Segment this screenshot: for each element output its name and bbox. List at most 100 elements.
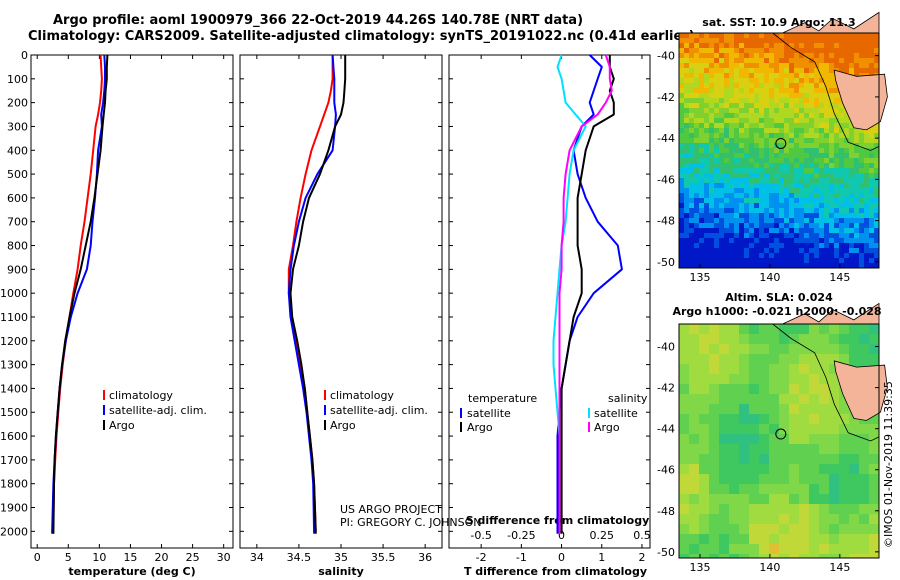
map-cell xyxy=(749,258,754,263)
map-cell xyxy=(684,38,689,43)
map-cell xyxy=(749,334,759,344)
map-cell xyxy=(854,263,859,268)
map-cell xyxy=(769,178,774,183)
map-cell xyxy=(759,514,769,524)
map-cell xyxy=(739,98,744,103)
map-cell xyxy=(759,444,769,454)
map-cell xyxy=(749,123,754,128)
map-cell xyxy=(714,178,719,183)
map-cell xyxy=(844,208,849,213)
map-cell xyxy=(779,163,784,168)
map-cell xyxy=(729,344,739,354)
map-cell xyxy=(834,203,839,208)
map-cell xyxy=(779,138,784,143)
map-cell xyxy=(844,68,849,73)
map-cell xyxy=(814,143,819,148)
map-cell xyxy=(814,213,819,218)
map-cell xyxy=(729,534,739,544)
map-cell xyxy=(679,48,684,53)
map-cell xyxy=(769,138,774,143)
map-cell xyxy=(709,444,719,454)
map-cell xyxy=(789,53,794,58)
map-cell xyxy=(764,208,769,213)
map-cell xyxy=(749,238,754,243)
map-cell xyxy=(759,524,769,534)
map-cell xyxy=(744,103,749,108)
map-cell xyxy=(719,504,729,514)
map-cell xyxy=(734,33,739,38)
map-cell xyxy=(829,238,834,243)
map-cell xyxy=(704,108,709,113)
map-cell xyxy=(699,404,709,414)
map-cell xyxy=(829,128,834,133)
map-cell xyxy=(709,108,714,113)
map-cell xyxy=(684,128,689,133)
map-cell xyxy=(764,58,769,63)
map-cell xyxy=(719,93,724,98)
map-cell xyxy=(724,178,729,183)
map-cell xyxy=(819,208,824,213)
map-cell xyxy=(689,163,694,168)
map-cell xyxy=(744,68,749,73)
map-cell xyxy=(799,228,804,233)
map-cell xyxy=(684,198,689,203)
map-cell xyxy=(704,263,709,268)
map-cell xyxy=(719,434,729,444)
map-cell xyxy=(774,263,779,268)
map-cell xyxy=(729,173,734,178)
map-cell xyxy=(739,93,744,98)
map-cell xyxy=(804,158,809,163)
map-cell xyxy=(799,484,809,494)
map-cell xyxy=(694,73,699,78)
map-cell xyxy=(864,133,869,138)
map-cell xyxy=(799,223,804,228)
map-cell xyxy=(744,208,749,213)
map-cell xyxy=(729,514,739,524)
map-cell xyxy=(819,98,824,103)
map-cell xyxy=(849,554,859,558)
map-cell xyxy=(864,163,869,168)
map-cell xyxy=(794,63,799,68)
map-cell xyxy=(744,233,749,238)
map-cell xyxy=(759,43,764,48)
map-cell xyxy=(779,344,789,354)
map-cell xyxy=(799,38,804,43)
map-cell xyxy=(829,198,834,203)
map-cell xyxy=(694,183,699,188)
map-cell xyxy=(774,253,779,258)
map-cell xyxy=(814,223,819,228)
map-cell xyxy=(869,173,874,178)
map-cell xyxy=(759,143,764,148)
map-cell xyxy=(839,494,849,504)
map-cell xyxy=(714,253,719,258)
map-cell xyxy=(724,258,729,263)
map-cell xyxy=(764,93,769,98)
map-cell xyxy=(784,53,789,58)
map-cell xyxy=(789,138,794,143)
map-cell xyxy=(754,148,759,153)
map-cell xyxy=(719,143,724,148)
temperature-panel: 0100200300400500600700800900100011001200… xyxy=(0,49,234,578)
map-cell xyxy=(784,208,789,213)
map-cell xyxy=(834,168,839,173)
map-cell xyxy=(759,484,769,494)
map-cell xyxy=(859,238,864,243)
map-cell xyxy=(694,198,699,203)
map-cell xyxy=(789,183,794,188)
map-cell xyxy=(799,344,809,354)
map-cell xyxy=(784,108,789,113)
map-cell xyxy=(814,43,819,48)
map-cell xyxy=(779,258,784,263)
map-cell xyxy=(759,113,764,118)
map-cell xyxy=(829,434,839,444)
map-cell xyxy=(839,123,844,128)
map-cell xyxy=(769,33,774,38)
map-cell xyxy=(809,374,819,384)
map-cell xyxy=(809,43,814,48)
map-cell xyxy=(749,364,759,374)
map-cell xyxy=(779,123,784,128)
y-tick-label: -46 xyxy=(657,173,675,186)
map-cell xyxy=(809,218,814,223)
map-cell xyxy=(814,78,819,83)
map-cell xyxy=(854,223,859,228)
